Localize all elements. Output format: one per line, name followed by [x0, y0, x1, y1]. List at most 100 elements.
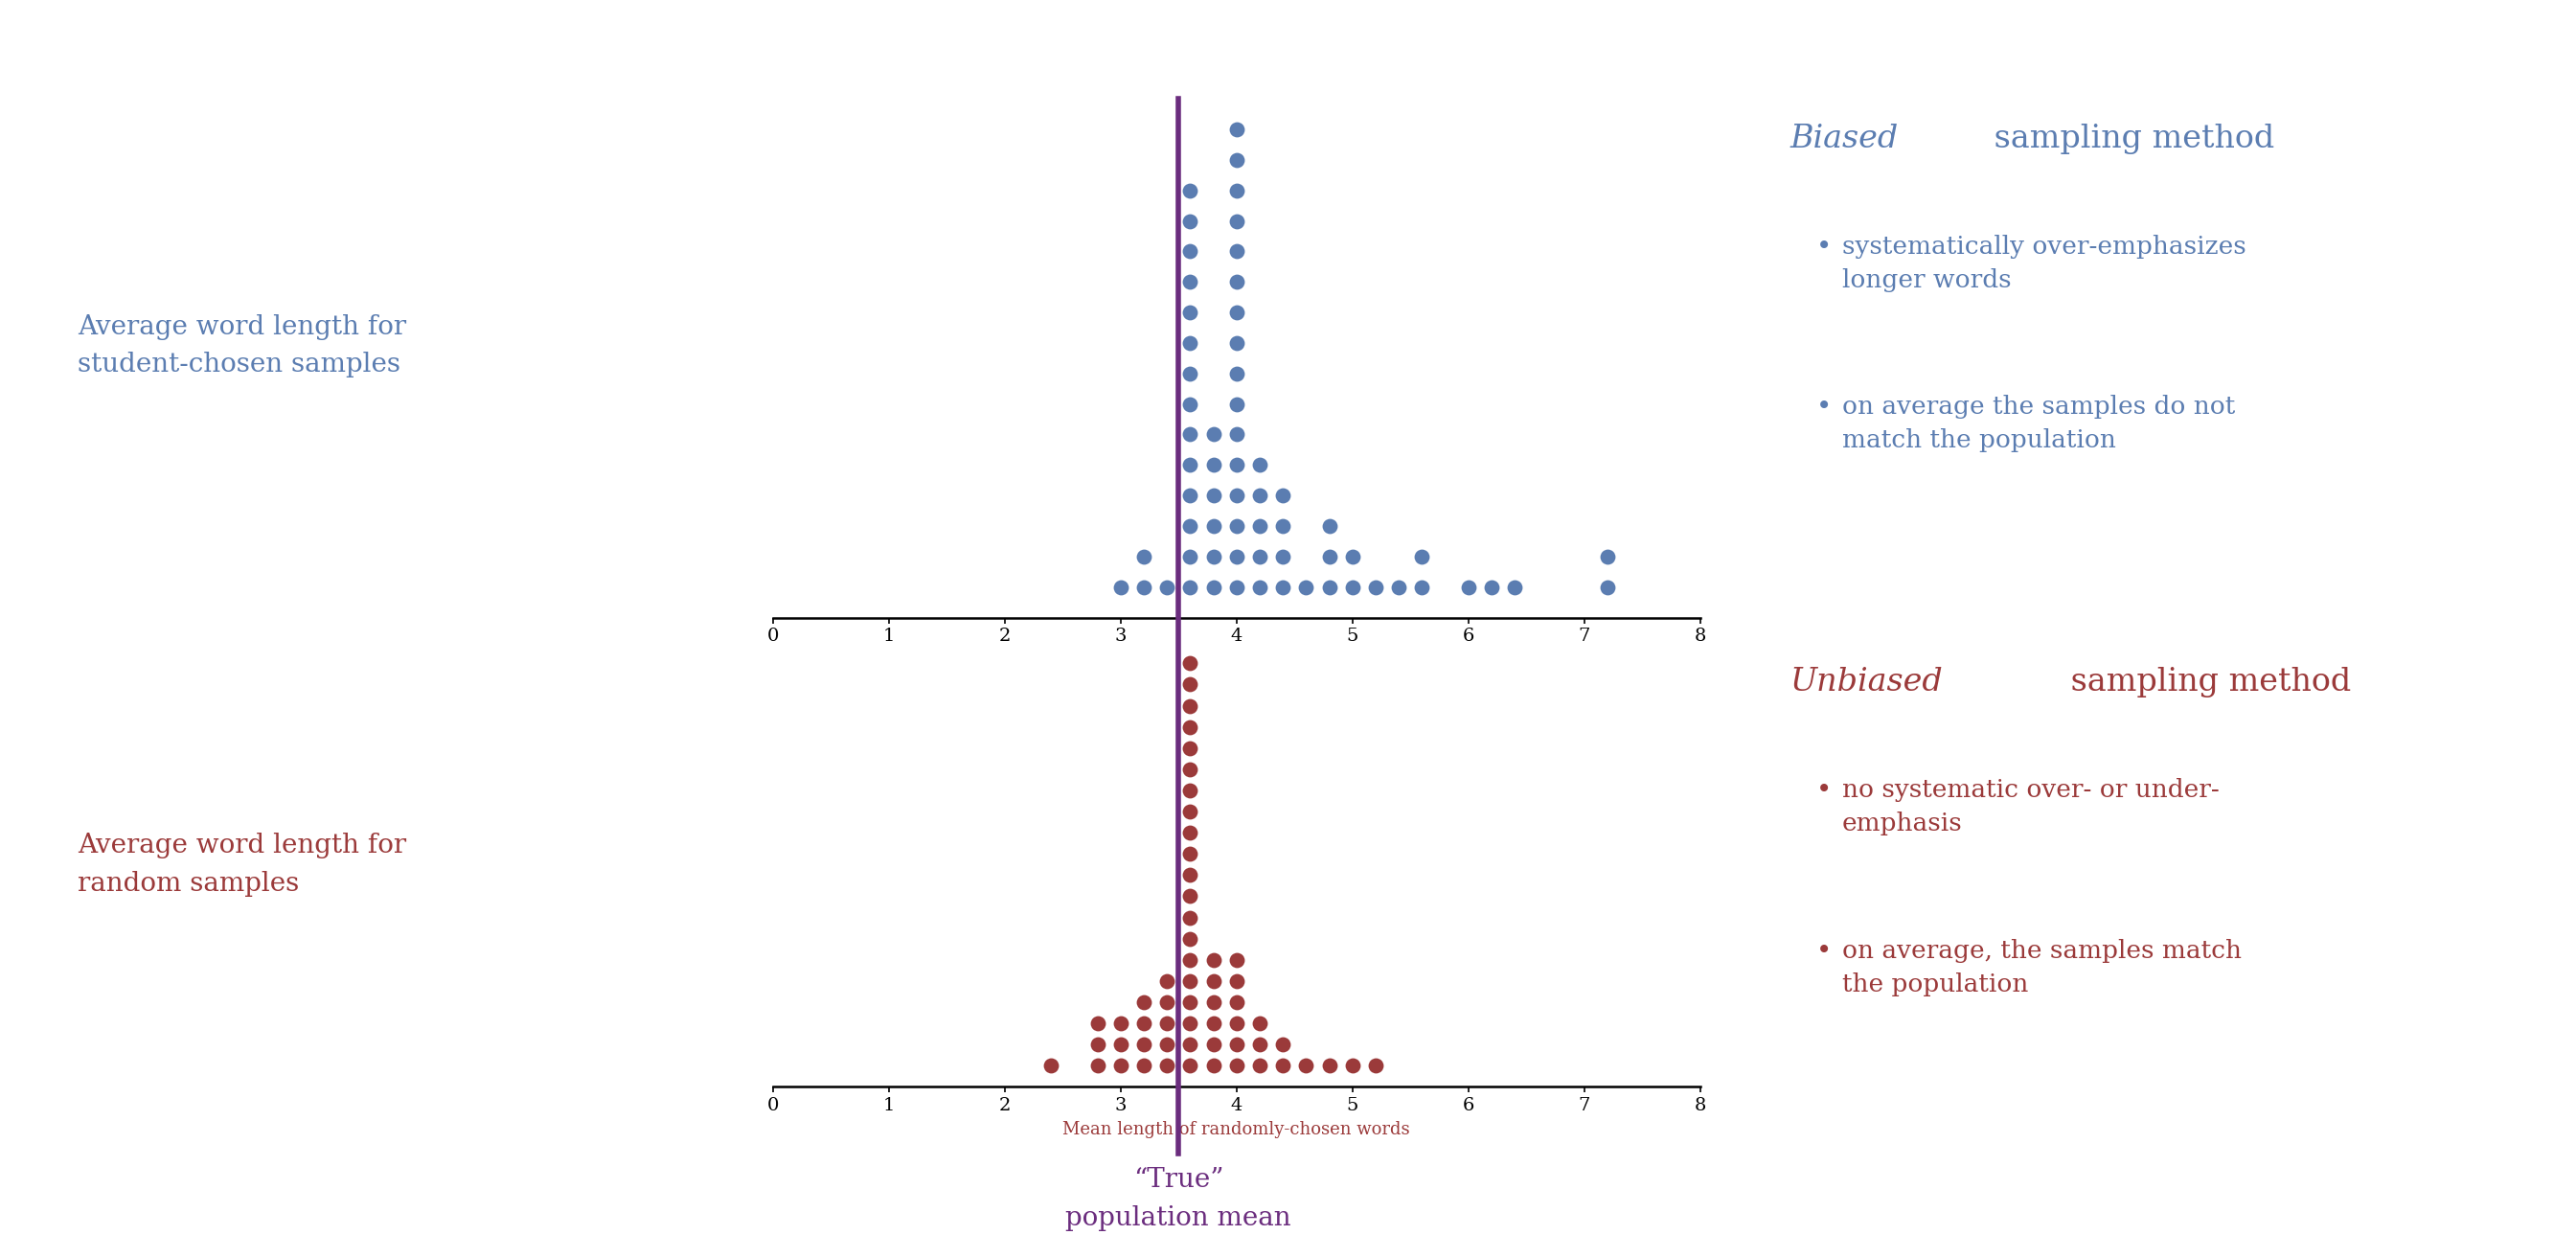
Point	[1193, 577, 1234, 597]
Point	[1216, 242, 1257, 262]
Point	[1262, 485, 1303, 505]
Point	[1100, 1035, 1141, 1055]
Point	[1193, 1035, 1234, 1055]
Text: •: •	[1816, 778, 1832, 804]
Point	[1239, 1035, 1280, 1055]
Point	[1262, 577, 1303, 597]
Point	[1170, 577, 1211, 597]
Point	[1587, 577, 1628, 597]
Text: •: •	[1816, 235, 1832, 261]
Point	[1146, 1035, 1188, 1055]
Point	[1123, 1035, 1164, 1055]
Point	[1216, 577, 1257, 597]
Point	[1170, 547, 1211, 567]
Point	[1170, 425, 1211, 445]
Point	[1170, 887, 1211, 906]
Point	[1193, 950, 1234, 969]
Point	[1170, 739, 1211, 758]
Point	[1355, 577, 1396, 597]
Point	[1216, 425, 1257, 445]
Point	[1216, 485, 1257, 505]
Text: sampling method: sampling method	[2061, 667, 2352, 698]
Text: Biased: Biased	[1790, 124, 1899, 154]
Point	[1146, 1056, 1188, 1076]
Point	[1170, 823, 1211, 842]
Point	[1216, 303, 1257, 322]
Point	[1309, 547, 1350, 567]
Point	[1170, 363, 1211, 383]
Point	[1193, 454, 1234, 474]
Point	[1123, 1014, 1164, 1034]
Point	[1216, 394, 1257, 414]
Text: no systematic over- or under-
emphasis: no systematic over- or under- emphasis	[1842, 778, 2218, 836]
Point	[1448, 577, 1489, 597]
Point	[1123, 577, 1164, 597]
Point	[1170, 802, 1211, 821]
Point	[1170, 272, 1211, 291]
Point	[1401, 547, 1443, 567]
Text: Unbiased: Unbiased	[1790, 667, 1942, 698]
Point	[1170, 454, 1211, 474]
Point	[1239, 577, 1280, 597]
Point	[1494, 577, 1535, 597]
Point	[1193, 516, 1234, 536]
Point	[1262, 1035, 1303, 1055]
Point	[1216, 363, 1257, 383]
Point	[1100, 577, 1141, 597]
Point	[1285, 577, 1327, 597]
Point	[1170, 781, 1211, 800]
Point	[1170, 866, 1211, 885]
Point	[1146, 971, 1188, 990]
Text: sampling method: sampling method	[1984, 124, 2275, 154]
Point	[1193, 1014, 1234, 1034]
Point	[1100, 1056, 1141, 1076]
Point	[1193, 971, 1234, 990]
Text: Average word length for
student-chosen samples: Average word length for student-chosen s…	[77, 314, 407, 378]
Point	[1170, 653, 1211, 673]
Point	[1239, 1014, 1280, 1034]
Point	[1146, 992, 1188, 1011]
Point	[1170, 394, 1211, 414]
X-axis label: Mean length of randomly-chosen words: Mean length of randomly-chosen words	[1064, 1120, 1409, 1137]
Point	[1077, 1035, 1118, 1055]
Point	[1170, 844, 1211, 863]
Point	[1216, 1014, 1257, 1034]
Point	[1216, 120, 1257, 140]
Point	[1332, 577, 1373, 597]
Point	[1309, 1056, 1350, 1076]
Point	[1170, 211, 1211, 231]
Point	[1170, 718, 1211, 737]
Point	[1239, 516, 1280, 536]
Point	[1216, 516, 1257, 536]
Point	[1216, 971, 1257, 990]
Point	[1077, 1056, 1118, 1076]
Point	[1170, 929, 1211, 948]
Point	[1170, 516, 1211, 536]
Point	[1216, 454, 1257, 474]
Point	[1239, 485, 1280, 505]
Text: •: •	[1816, 939, 1832, 965]
Point	[1146, 577, 1188, 597]
X-axis label: Mean length of student-chosen words: Mean length of student-chosen words	[1072, 651, 1401, 668]
Point	[1123, 1056, 1164, 1076]
Text: “True”
population mean: “True” population mean	[1066, 1167, 1291, 1231]
Point	[1170, 908, 1211, 927]
Point	[1170, 695, 1211, 715]
Point	[1239, 454, 1280, 474]
Point	[1193, 547, 1234, 567]
Point	[1170, 674, 1211, 694]
Point	[1170, 760, 1211, 779]
Point	[1378, 577, 1419, 597]
Point	[1193, 425, 1234, 445]
Point	[1077, 1014, 1118, 1034]
Point	[1216, 950, 1257, 969]
Point	[1030, 1056, 1072, 1076]
Point	[1216, 547, 1257, 567]
Point	[1170, 242, 1211, 262]
Point	[1355, 1056, 1396, 1076]
Point	[1401, 577, 1443, 597]
Point	[1239, 1056, 1280, 1076]
Point	[1216, 992, 1257, 1011]
Point	[1170, 180, 1211, 200]
Point	[1170, 1014, 1211, 1034]
